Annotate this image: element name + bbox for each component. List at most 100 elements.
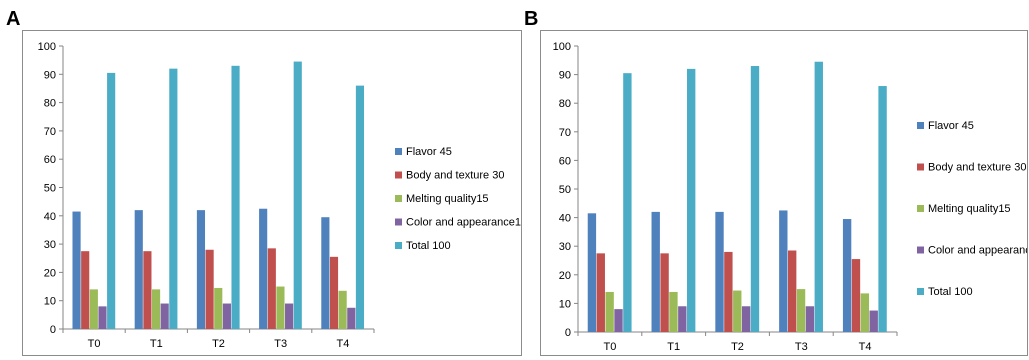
bar <box>614 309 623 332</box>
legend-label: Color and appearance10 <box>406 217 521 229</box>
bar <box>787 250 797 332</box>
bar <box>687 68 696 332</box>
panel-label-a: A <box>6 8 21 30</box>
bar <box>842 219 852 332</box>
bar <box>651 211 660 332</box>
y-tick-label: 30 <box>44 239 56 251</box>
chart-a: 0 10 20 30 40 50 60 70 80 90 100 T0 T1 T2 T3 T4 Flavor 4… <box>38 41 527 350</box>
bar <box>259 208 268 329</box>
legend-swatch <box>395 195 402 202</box>
bar <box>293 61 302 329</box>
bar <box>338 290 347 329</box>
y-tick-label: 90 <box>44 69 56 81</box>
y-tick-label: 30 <box>559 241 571 253</box>
x-tick-label: T2 <box>212 338 225 350</box>
y-tick-label: 40 <box>44 211 56 223</box>
bar <box>869 310 878 332</box>
y-tick-label: 20 <box>44 267 56 279</box>
x-tick-label: T2 <box>731 341 744 353</box>
x-tick-label: T1 <box>150 338 163 350</box>
bar <box>143 251 152 329</box>
legend-label: Melting quality15 <box>928 203 1011 215</box>
bar <box>805 306 815 332</box>
y-tick-label: 10 <box>44 296 56 308</box>
legend-swatch <box>917 122 924 129</box>
x-tick-label: T1 <box>667 341 680 353</box>
bar <box>267 248 276 329</box>
y-tick-label: 0 <box>565 327 571 339</box>
panel-label-b: B <box>524 8 539 30</box>
bar <box>81 251 90 329</box>
x-tick-label: T3 <box>274 338 287 350</box>
bar <box>107 72 116 329</box>
legend-label: Body and texture 30 <box>406 170 504 182</box>
x-tick-label: T0 <box>88 338 101 350</box>
bar <box>72 211 81 329</box>
bar <box>231 65 240 329</box>
legend-label: Total 100 <box>928 286 973 298</box>
bar <box>276 286 285 329</box>
legend-swatch <box>917 246 924 254</box>
y-tick-label: 50 <box>44 183 56 195</box>
y-tick-label: 70 <box>44 126 56 138</box>
x-tick-label: T4 <box>336 338 349 350</box>
bar <box>196 210 206 329</box>
legend-swatch <box>395 171 402 179</box>
bar <box>89 289 98 329</box>
legend-label: Flavor 45 <box>406 146 452 158</box>
y-tick-label: 10 <box>559 298 571 310</box>
bar <box>660 253 669 332</box>
bar <box>814 61 823 332</box>
y-tick-label: 70 <box>559 127 571 139</box>
legend-swatch <box>917 163 924 171</box>
bar <box>214 287 223 329</box>
bar <box>134 210 143 329</box>
legend-swatch <box>917 205 924 212</box>
y-tick-label: 50 <box>559 184 571 196</box>
legend-label: Body and texture 30 <box>928 162 1026 174</box>
bar <box>151 289 161 329</box>
bar <box>205 249 214 329</box>
bar <box>878 86 887 332</box>
bar <box>623 73 632 333</box>
legend-swatch <box>395 218 402 226</box>
chart-a-frame: 0 10 20 30 40 50 60 70 80 90 100 T0 T1 T2 T3 T4 Flavor 4… <box>22 30 527 356</box>
x-tick-label: T3 <box>795 341 808 353</box>
x-tick-label: T4 <box>859 341 872 353</box>
y-tick-label: 80 <box>44 98 56 110</box>
bar <box>741 306 751 332</box>
legend-label: Flavor 45 <box>928 120 974 132</box>
legend-swatch <box>395 242 402 249</box>
bar <box>851 259 861 332</box>
bar <box>321 217 330 329</box>
bar <box>587 213 597 332</box>
y-tick-label: 100 <box>553 41 571 53</box>
bar <box>329 256 339 329</box>
chart-b: 0 10 20 30 40 50 60 70 80 90 100 T0 T1 T2 T3 T4 Flavor 4… <box>553 41 1029 353</box>
y-tick-label: 100 <box>38 41 56 53</box>
bar <box>750 66 760 332</box>
bar <box>355 85 365 329</box>
bar <box>347 307 356 329</box>
legend-swatch <box>917 288 924 295</box>
y-tick-label: 90 <box>559 70 571 82</box>
bar <box>98 306 107 329</box>
y-tick-label: 60 <box>44 154 56 166</box>
bar <box>605 291 614 332</box>
x-tick-label: T0 <box>603 341 616 353</box>
legend-swatch <box>395 148 402 155</box>
bar <box>596 253 605 332</box>
y-tick-label: 60 <box>559 155 571 167</box>
bar <box>724 251 733 332</box>
chart-b-frame: 0 10 20 30 40 50 60 70 80 90 100 T0 T1 T2 T3 T4 Flavor 4… <box>540 30 1029 356</box>
bar <box>715 211 724 332</box>
y-tick-label: 0 <box>50 324 56 336</box>
legend-label: Total 100 <box>406 240 451 252</box>
bar <box>733 290 742 332</box>
legend-label: Color and appearance10 <box>928 245 1027 257</box>
bar <box>796 289 806 332</box>
bar <box>222 303 231 329</box>
y-tick-label: 20 <box>559 270 571 282</box>
y-tick-label: 80 <box>559 98 571 110</box>
bar <box>285 303 294 329</box>
